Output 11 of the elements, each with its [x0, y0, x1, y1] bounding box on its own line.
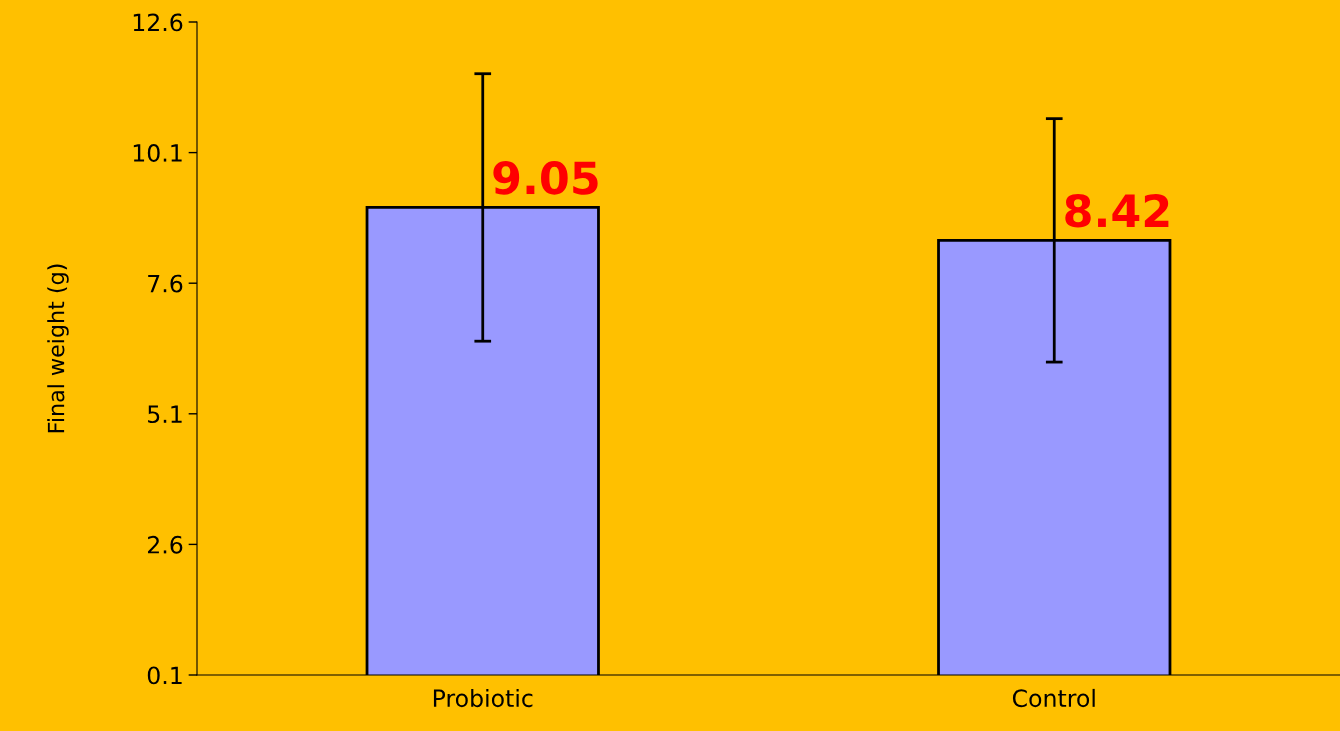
- y-tick-label: 10.1: [133, 144, 182, 162]
- y-tick-label: 5.1: [148, 405, 182, 424]
- y-tick-label: 7.6: [148, 274, 183, 293]
- x-tick-label: Probiotic: [433, 688, 533, 708]
- data-label: 9.05: [493, 161, 598, 195]
- y-tick-label: 0.1: [147, 666, 182, 685]
- y-axis-title: Final weight (g): [47, 264, 69, 433]
- y-tick-label: 2.6: [147, 535, 183, 554]
- data-label: 8.42: [1065, 193, 1169, 228]
- y-tick-label: 12.6: [133, 13, 183, 32]
- x-tick-label: Control: [1012, 688, 1095, 708]
